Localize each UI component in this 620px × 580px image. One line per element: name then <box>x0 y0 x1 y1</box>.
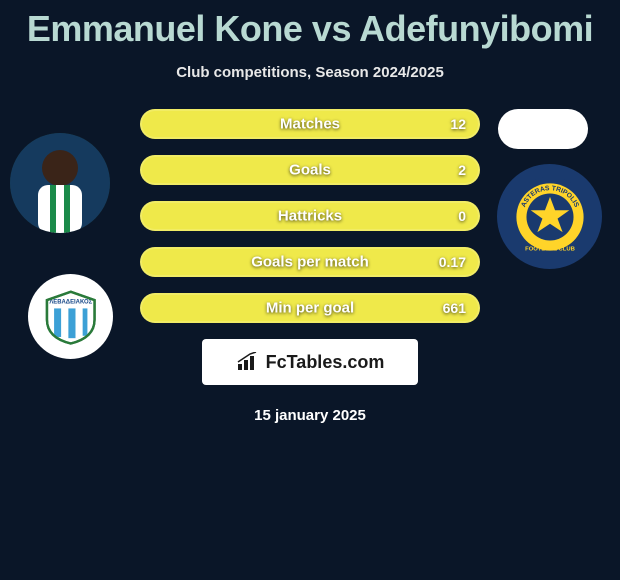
metric-row: Hattricks 0 <box>140 201 480 231</box>
comparison-panel: ΛΕΒΑΔΕΙΑΚΟΣ ASTERAS TRIPOLIS FOOTBALL CL… <box>0 109 620 323</box>
brand-text: FcTables.com <box>266 352 385 373</box>
metric-row: Min per goal 661 <box>140 293 480 323</box>
player-right-placeholder <box>498 109 588 149</box>
chart-bars-icon <box>236 352 260 372</box>
brand-badge: FcTables.com <box>202 339 418 385</box>
metric-value: 12 <box>450 116 466 132</box>
date-text: 15 january 2025 <box>0 407 620 424</box>
metric-label: Goals <box>289 162 331 179</box>
metric-label: Matches <box>280 116 340 133</box>
metric-value: 0.17 <box>439 254 466 270</box>
metric-row: Goals per match 0.17 <box>140 247 480 277</box>
metric-label: Goals per match <box>251 254 369 271</box>
metric-label: Min per goal <box>266 300 354 317</box>
metric-label: Hattricks <box>278 208 342 225</box>
svg-text:FOOTBALL CLUB: FOOTBALL CLUB <box>525 246 575 252</box>
club-right-logo: ASTERAS TRIPOLIS FOOTBALL CLUB <box>497 164 602 269</box>
player-left-photo <box>10 133 110 233</box>
subtitle: Club competitions, Season 2024/2025 <box>0 64 620 81</box>
metric-row: Goals 2 <box>140 155 480 185</box>
metric-value: 661 <box>443 300 466 316</box>
page-title: Emmanuel Kone vs Adefunyibomi <box>0 0 620 50</box>
metrics-list: Matches 12 Goals 2 Hattricks 0 Goals per… <box>140 109 480 323</box>
svg-text:ΛΕΒΑΔΕΙΑΚΟΣ: ΛΕΒΑΔΕΙΑΚΟΣ <box>49 299 92 305</box>
metric-value: 2 <box>458 162 466 178</box>
metric-row: Matches 12 <box>140 109 480 139</box>
club-left-logo: ΛΕΒΑΔΕΙΑΚΟΣ <box>28 274 113 359</box>
metric-value: 0 <box>458 208 466 224</box>
